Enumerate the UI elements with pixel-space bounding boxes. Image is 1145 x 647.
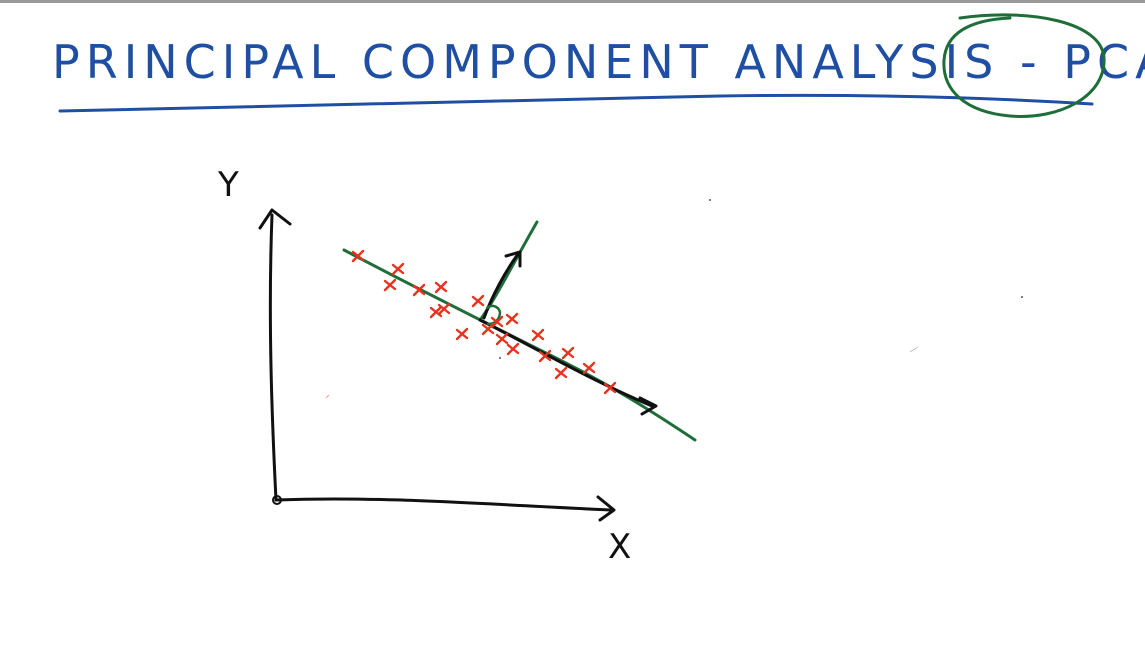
origin-marker: [272, 495, 282, 505]
data-point: [506, 342, 520, 356]
data-point: [383, 278, 397, 292]
data-point: [531, 328, 545, 342]
stray-mark: [325, 394, 330, 399]
data-point: [351, 249, 365, 263]
data-point: [471, 294, 485, 308]
x-axis-label: X: [608, 527, 631, 567]
window-top-edge: [0, 0, 1145, 3]
first-component-vector: [478, 318, 654, 408]
data-point: [481, 322, 495, 336]
data-point: [412, 283, 426, 297]
data-point: [391, 262, 405, 276]
axes-group: Y X: [217, 165, 631, 567]
second-component-vector: [482, 252, 520, 320]
data-points-group: [351, 249, 617, 395]
data-point: [455, 327, 469, 341]
second-component-arrowhead: [504, 250, 522, 268]
stray-mark: [1021, 296, 1023, 298]
x-axis-arrowhead: [596, 495, 616, 522]
data-point: [561, 346, 575, 360]
data-point: [505, 312, 519, 326]
principal-axis-line: [342, 248, 697, 442]
page-title: PRINCIPAL COMPONENT ANALYSIS - PCA: [52, 35, 1145, 89]
stray-mark: [499, 357, 501, 359]
data-point: [554, 366, 568, 380]
y-axis-arrowhead: [258, 208, 292, 230]
stray-mark: [909, 346, 919, 353]
x-axis-line: [274, 497, 612, 512]
data-point: [582, 361, 596, 375]
data-point: [490, 315, 504, 329]
vectors-group: [478, 250, 658, 416]
data-point: [434, 280, 448, 294]
data-point: [495, 332, 509, 346]
title-group: PRINCIPAL COMPONENT ANALYSIS - PCA: [52, 13, 1145, 118]
y-axis-line: [268, 213, 278, 502]
first-component-arrowhead: [638, 396, 658, 416]
data-point: [603, 381, 617, 395]
data-point: [538, 349, 552, 363]
title-underline: [58, 93, 1094, 113]
y-axis-label: Y: [217, 165, 239, 205]
stray-mark: [709, 199, 711, 201]
data-point: [429, 305, 443, 319]
pca-circle: [942, 13, 1106, 118]
